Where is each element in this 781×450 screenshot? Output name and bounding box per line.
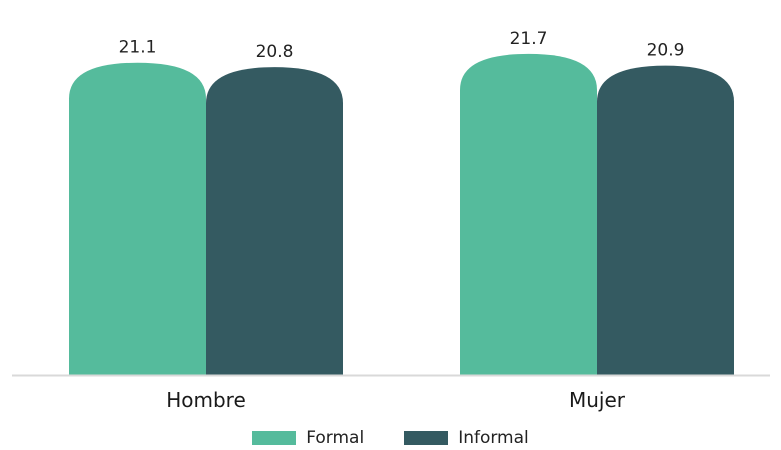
value-labels-group: 21.1 20.8 21.7 20.9	[119, 29, 685, 62]
category-labels-group: Hombre Mujer	[166, 388, 626, 412]
legend-swatch-formal	[252, 431, 297, 445]
legend-swatch-informal	[404, 431, 449, 445]
bar-hombre-formal	[69, 62, 206, 375]
bars-group	[69, 53, 734, 376]
bar-hombre-informal	[206, 67, 343, 375]
value-label-mujer-informal: 20.9	[647, 41, 685, 61]
legend-item-informal[interactable]: Informal	[404, 428, 529, 448]
bar-mujer-informal	[597, 65, 734, 376]
category-label-hombre: Hombre	[166, 388, 246, 412]
legend-label-informal: Informal	[458, 428, 529, 448]
bar-chart: 21.1 20.8 21.7 20.9 Hombre Mujer	[12, 29, 770, 412]
legend: Formal Informal	[0, 428, 781, 448]
legend-label-formal: Formal	[306, 428, 365, 448]
legend-item-formal[interactable]: Formal	[252, 428, 364, 448]
value-label-hombre-formal: 21.1	[119, 38, 157, 58]
value-label-mujer-formal: 21.7	[510, 29, 548, 49]
category-label-mujer: Mujer	[569, 388, 626, 412]
bar-mujer-formal	[460, 53, 597, 376]
value-label-hombre-informal: 20.8	[256, 42, 294, 62]
